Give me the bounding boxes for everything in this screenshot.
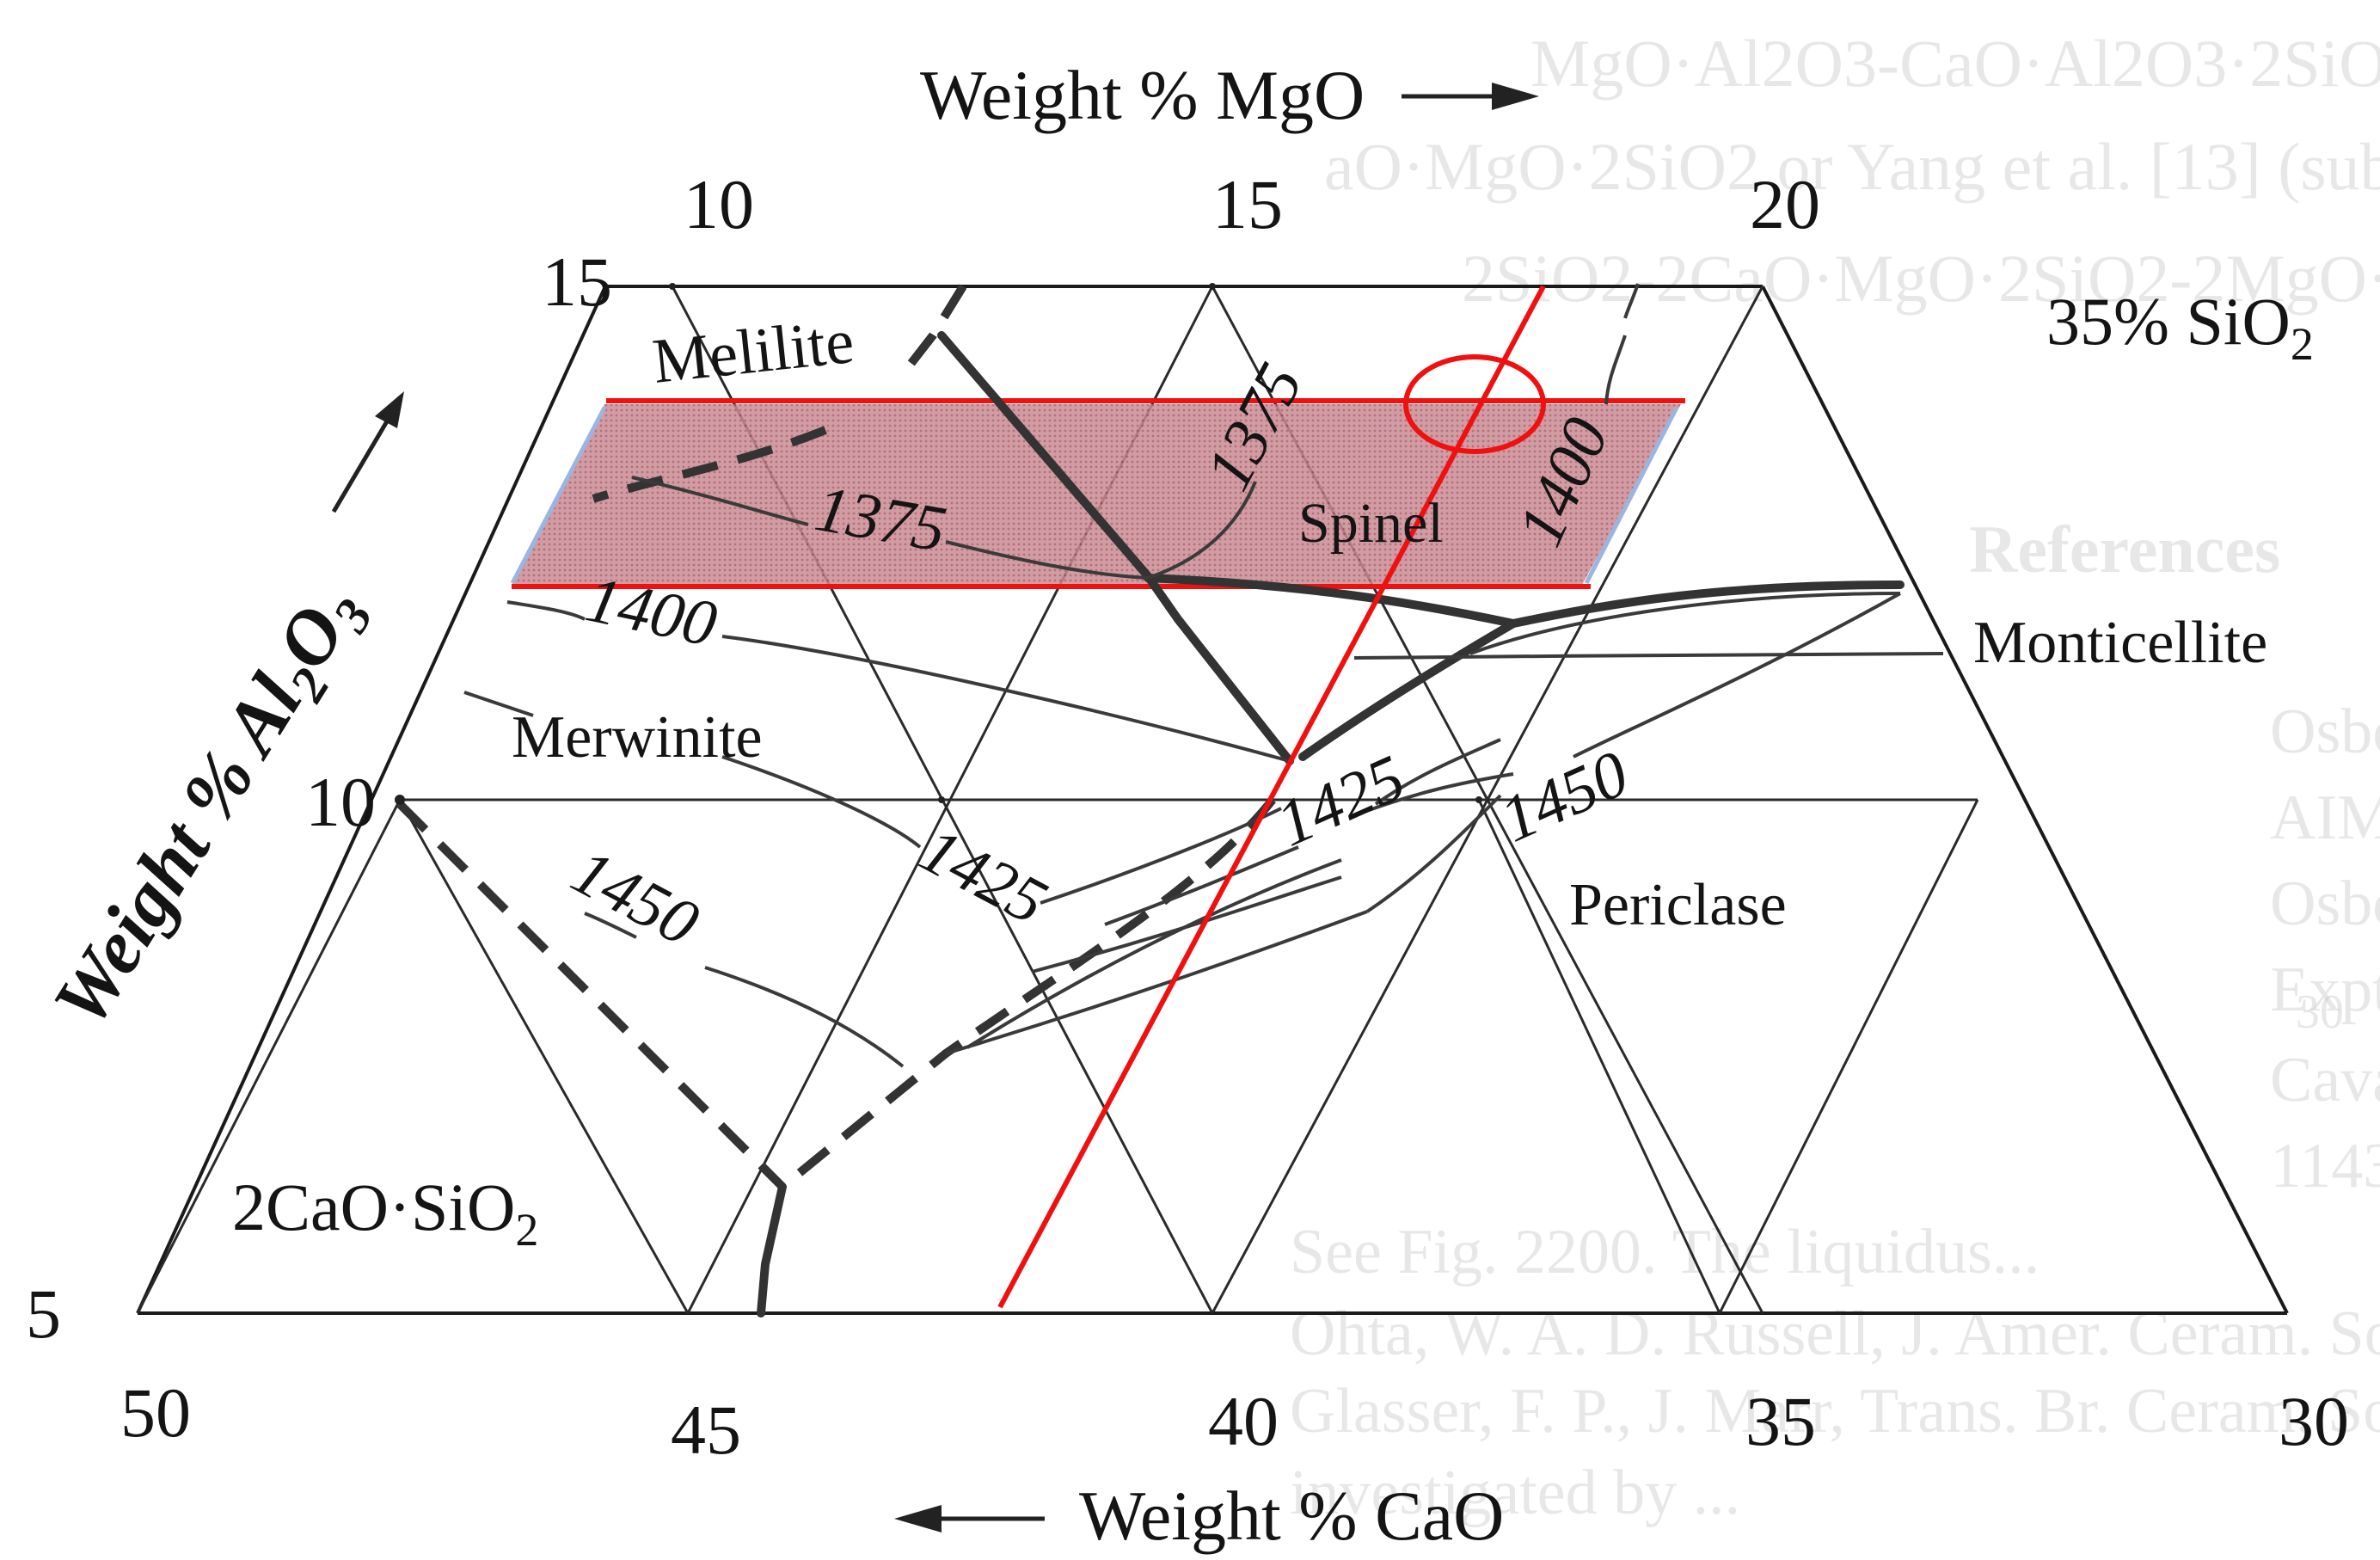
mgo-axis-label: Weight % MgO (920, 56, 1365, 134)
mgo-tick-15: 15 (1212, 165, 1283, 243)
svg-text:Osborn, E. F., R. C. DeVries,: Osborn, E. F., R. C. DeVries, K. H. Gee,… (2270, 697, 2380, 767)
periclase-label: Periclase (1569, 872, 1787, 938)
cao-tick-45: 45 (671, 1391, 741, 1469)
arrow-left-icon (894, 1505, 942, 1532)
svg-text:Glasser, F. P., J. Marr, Trans: Glasser, F. P., J. Marr, Trans. Br. Cera… (1290, 1376, 2380, 1446)
al2o3-tick-5: 5 (26, 1274, 61, 1353)
svg-text:30: 30 (2296, 986, 2344, 1039)
svg-text:1143/57: 1143/57 (2270, 1131, 2380, 1201)
tick-marks (395, 283, 1482, 805)
svg-text:investigated by ...: investigated by ... (1290, 1458, 1740, 1528)
highlight-circle (1403, 354, 1546, 454)
cao-tick-50: 50 (120, 1373, 191, 1452)
isotherm-1425-a: 1425 (909, 814, 1058, 939)
melilite-label: Melilite (649, 306, 857, 397)
highlight-band (510, 398, 1685, 589)
phase-boundaries (396, 284, 1905, 1317)
cao-axis-title: Weight % CaO (894, 1477, 1504, 1555)
al2o3-tick-10: 10 (305, 763, 376, 841)
svg-text:2SiO2-2CaO·MgO·2SiO2-2MgO·2SiO: 2SiO2-2CaO·MgO·2SiO2-2MgO·2SiO2), (1462, 241, 2380, 316)
svg-text:References: References (1969, 512, 2280, 587)
isotherm-1450-a: 1450 (561, 835, 710, 961)
arrow-up-icon (375, 391, 404, 428)
mgo-tick-10: 10 (684, 165, 754, 243)
mgo-tick-20: 20 (1750, 165, 1820, 243)
svg-text:AIME, J. Metals 6 (1954) 33-45: AIME, J. Metals 6 (1954) 33-45 (2270, 783, 2380, 853)
merwinite-label: Merwinite (512, 704, 763, 771)
svg-text:Osborn, E. F., E. Roedder, & G: Osborn, E. F., E. Roedder, & G. Gliner, … (2270, 869, 2380, 939)
red-markers (997, 285, 1546, 1309)
cao-axis-label: Weight % CaO (1079, 1477, 1504, 1555)
dicalcium-silicate-label: 2CaO·SiO2 (232, 1170, 538, 1256)
composition-line (997, 285, 1546, 1309)
monticellite-label: Monticellite (1973, 610, 2267, 676)
mgo-tick-labels: 10 15 20 (684, 165, 1820, 243)
cao-tick-35: 35 (1745, 1382, 1816, 1460)
svg-text:Ohta, W. A. D. Russell, J. Ame: Ohta, W. A. D. Russell, J. Amer. Ceram. … (1290, 1299, 2380, 1369)
svg-text:Cavalier, G., M. Sandreo-Dendo: Cavalier, G., M. Sandreo-Dendon, Rev. Me… (2270, 1045, 2380, 1115)
al2o3-arrow (331, 391, 404, 513)
arrow-right-icon (1492, 83, 1539, 110)
al2o3-tick-15: 15 (542, 243, 612, 321)
cao-tick-labels: 50 45 40 35 30 (120, 1373, 2349, 1469)
spinel-label: Spinel (1298, 492, 1444, 555)
svg-text:aO·MgO·2SiO2 or Yang et al. [1: aO·MgO·2SiO2 or Yang et al. [13] (sub-sy… (1324, 129, 2380, 204)
phase-labels: Melilite Spinel Merwinite Monticellite P… (232, 306, 2267, 1256)
silica-note: 35% SiO2 (2046, 284, 2314, 370)
background-text: MgO·Al2O3-CaO·Al2O3·2SiO2-2MgO·2SiO2 aO·… (1290, 26, 2380, 1528)
svg-text:MgO·Al2O3-CaO·Al2O3·2SiO2-2MgO: MgO·Al2O3-CaO·Al2O3·2SiO2-2MgO·2SiO2 (1530, 26, 2380, 101)
svg-text:See Fig. 2200. The liquidus...: See Fig. 2200. The liquidus... (1290, 1217, 2040, 1287)
al2o3-tick-labels: 15 10 5 (26, 243, 612, 1353)
cao-tick-30: 30 (2279, 1382, 2349, 1460)
isotherm-lines (463, 283, 1944, 1068)
mgo-axis-title: Weight % MgO (920, 56, 1539, 134)
svg-text:Expt. Sta. Penn. State Univ. (: Expt. Sta. Penn. State Univ. (1969) Bull… (2270, 955, 2380, 1025)
cao-tick-40: 40 (1208, 1382, 1279, 1460)
